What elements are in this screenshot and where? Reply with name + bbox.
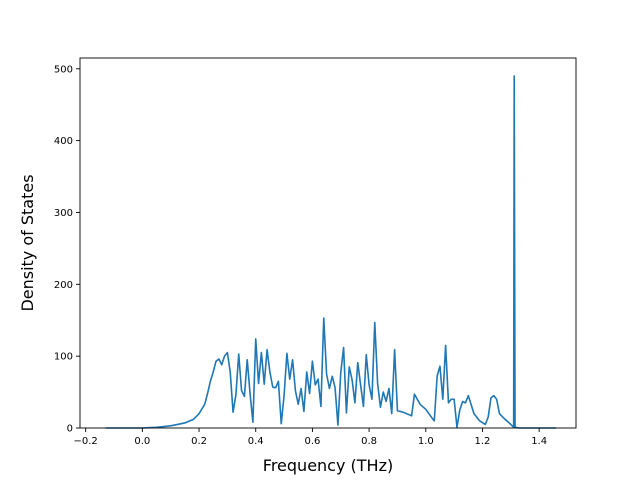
x-tick-label: 0.2 bbox=[191, 436, 207, 447]
x-tick-label: 1.4 bbox=[531, 436, 547, 447]
y-tick-label: 400 bbox=[54, 136, 73, 147]
plot-area: −0.2 0.0 0.2 0.4 0.6 0.8 1.0 1.2 1.4 0 100 200 300 40… bbox=[54, 57, 577, 447]
y-axis-label: Density of States bbox=[18, 174, 37, 311]
x-tick-label: 0.4 bbox=[248, 436, 264, 447]
x-tick-label: 0.0 bbox=[134, 436, 150, 447]
x-tick-label: 1.2 bbox=[475, 436, 491, 447]
x-axis-label: Frequency (THz) bbox=[263, 456, 393, 475]
axes-frame bbox=[79, 57, 577, 429]
y-tick-label: 500 bbox=[54, 64, 73, 75]
series-line-0 bbox=[105, 75, 557, 429]
y-tick-label: 300 bbox=[54, 208, 73, 219]
x-tick-label: 0.8 bbox=[361, 436, 377, 447]
x-tick-label: −0.2 bbox=[74, 436, 98, 447]
y-tick-label: 200 bbox=[54, 280, 73, 291]
y-tick-label: 100 bbox=[54, 352, 73, 363]
x-tick-label: 0.6 bbox=[304, 436, 320, 447]
y-tick-label: 0 bbox=[67, 424, 73, 435]
x-tick-label: 1.0 bbox=[418, 436, 434, 447]
